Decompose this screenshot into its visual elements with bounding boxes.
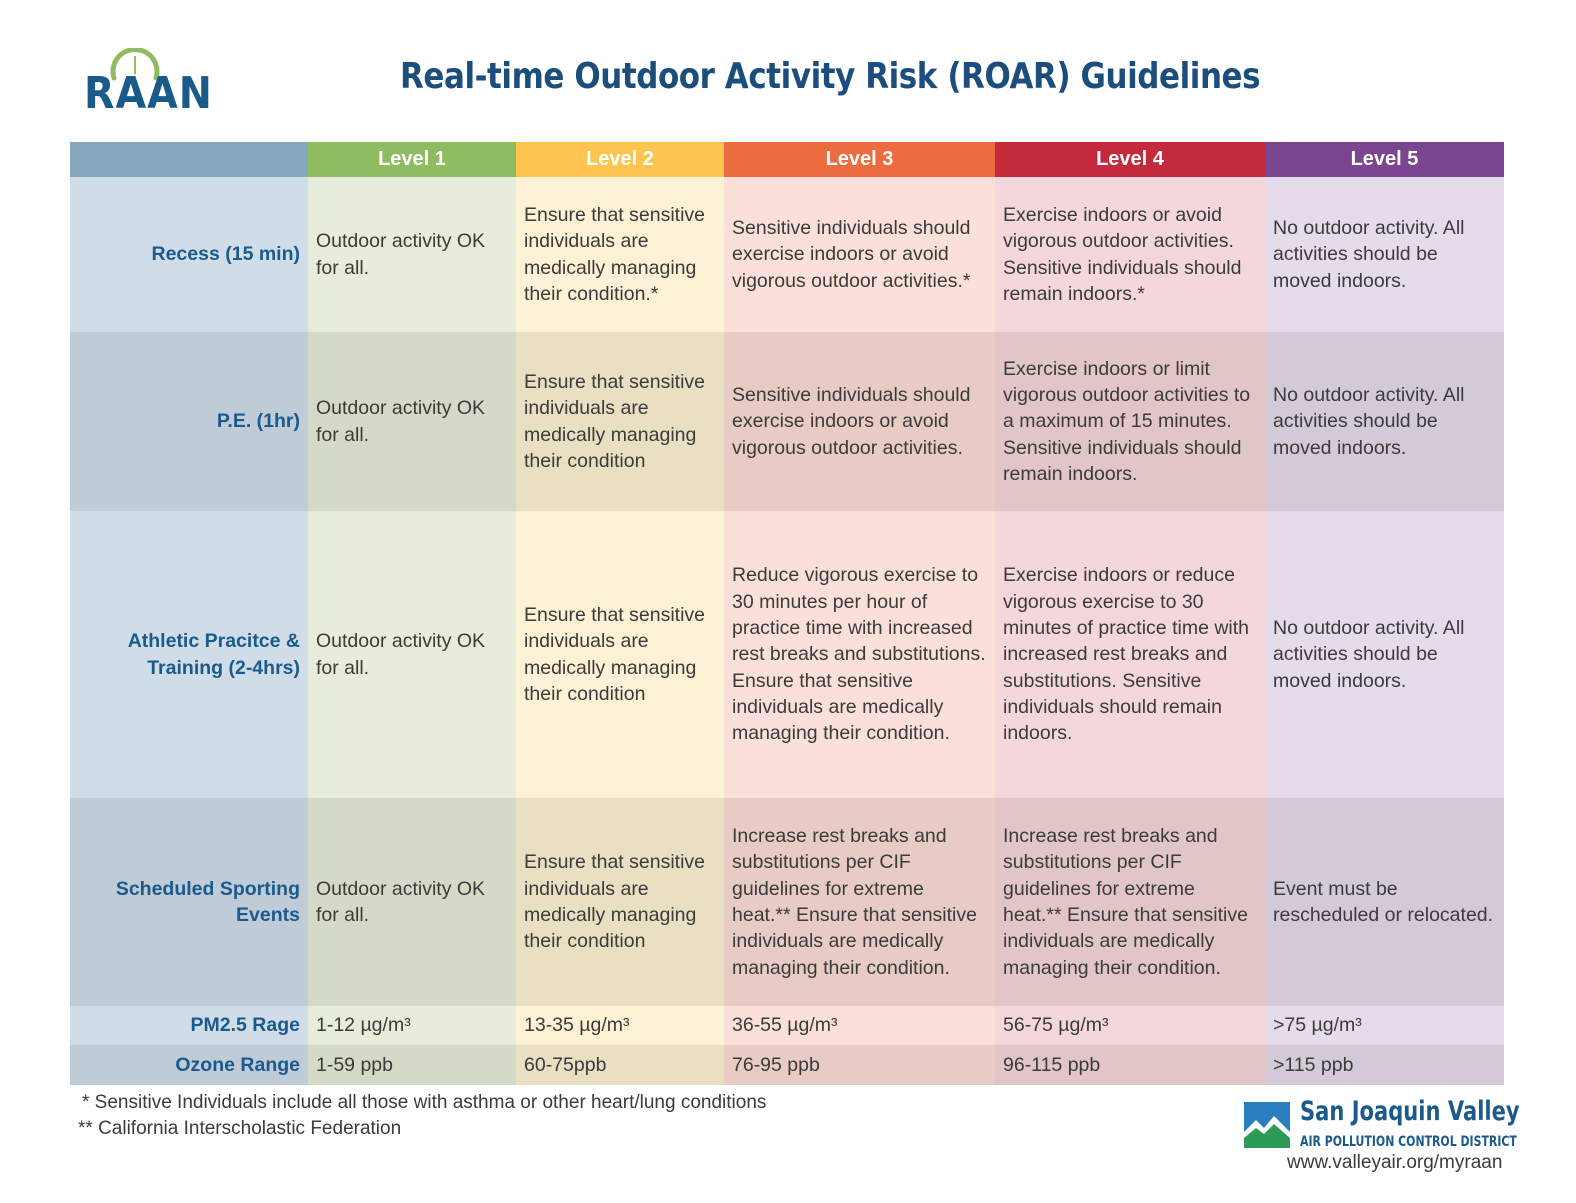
table-cell: Exercise indoors or limit vigorous outdo… xyxy=(995,332,1265,511)
header-corner xyxy=(70,142,308,177)
row-label-athletic-practice: Athletic Pracitce & Training (2-4hrs) xyxy=(70,511,308,798)
level-5-header: Level 5 xyxy=(1265,142,1504,177)
table-cell: >115 ppb xyxy=(1265,1045,1504,1085)
footnotes: * Sensitive Individuals include all thos… xyxy=(78,1090,766,1142)
table-cell: Outdoor activity OK for all. xyxy=(308,177,516,332)
level-1-header: Level 1 xyxy=(308,142,516,177)
mountain-logo-icon xyxy=(1244,1102,1290,1148)
table-cell: Ensure that sensitive individuals are me… xyxy=(516,177,724,332)
table-cell: Outdoor activity OK for all. xyxy=(308,332,516,511)
table-cell: Reduce vigorous exercise to 30 minutes p… xyxy=(724,511,995,798)
row-label-pe: P.E. (1hr) xyxy=(70,332,308,511)
clock-ring-icon xyxy=(110,48,160,81)
footnote-sensitive: * Sensitive Individuals include all thos… xyxy=(82,1092,767,1113)
table-cell: Increase rest breaks and substitutions p… xyxy=(724,798,995,1006)
row-label-recess: Recess (15 min) xyxy=(70,177,308,332)
table-cell: Ensure that sensitive individuals are me… xyxy=(516,511,724,798)
sjv-subtitle: AIR POLLUTION CONTROL DISTRICT xyxy=(1300,1134,1517,1150)
footnote-cif: ** California Interscholastic Federation xyxy=(78,1118,402,1139)
table-cell: 13-35 µg/m³ xyxy=(516,1006,724,1045)
table-cell: No outdoor activity. All activities shou… xyxy=(1265,511,1504,798)
roar-guidelines-table: Level 1 Level 2 Level 3 Level 4 Level 5 … xyxy=(70,142,1504,1085)
table-cell: Exercise indoors or reduce vigorous exer… xyxy=(995,511,1265,798)
page-title: Real-time Outdoor Activity Risk (ROAR) G… xyxy=(400,56,1261,97)
raan-logo: RAAN xyxy=(84,48,212,122)
table-cell: Outdoor activity OK for all. xyxy=(308,511,516,798)
table-cell: 76-95 ppb xyxy=(724,1045,995,1085)
logo-text: RAAN xyxy=(84,68,213,119)
table-cell: Sensitive individuals should exercise in… xyxy=(724,332,995,511)
table-cell: >75 µg/m³ xyxy=(1265,1006,1504,1045)
row-label-ozone: Ozone Range xyxy=(70,1045,308,1085)
table-cell: Exercise indoors or avoid vigorous outdo… xyxy=(995,177,1265,332)
table-cell: No outdoor activity. All activities shou… xyxy=(1265,332,1504,511)
table-cell: Ensure that sensitive individuals are me… xyxy=(516,332,724,511)
table-cell: Event must be rescheduled or relocated. xyxy=(1265,798,1504,1006)
table-cell: 56-75 µg/m³ xyxy=(995,1006,1265,1045)
level-2-header: Level 2 xyxy=(516,142,724,177)
table-cell: 1-59 ppb xyxy=(308,1045,516,1085)
table-cell: 96-115 ppb xyxy=(995,1045,1265,1085)
level-4-header: Level 4 xyxy=(995,142,1265,177)
table-cell: 36-55 µg/m³ xyxy=(724,1006,995,1045)
table-cell: Sensitive individuals should exercise in… xyxy=(724,177,995,332)
table-cell: 60-75ppb xyxy=(516,1045,724,1085)
level-3-header: Level 3 xyxy=(724,142,995,177)
table-cell: Outdoor activity OK for all. xyxy=(308,798,516,1006)
sjv-name: San Joaquin Valley xyxy=(1300,1096,1520,1127)
table-cell: Increase rest breaks and substitutions p… xyxy=(995,798,1265,1006)
sjv-logo: San Joaquin Valley AIR POLLUTION CONTROL… xyxy=(1244,1096,1520,1180)
table-cell: 1-12 µg/m³ xyxy=(308,1006,516,1045)
table-cell: No outdoor activity. All activities shou… xyxy=(1265,177,1504,332)
table-cell: Ensure that sensitive individuals are me… xyxy=(516,798,724,1006)
row-label-pm25: PM2.5 Rage xyxy=(70,1006,308,1045)
row-label-sporting-events: Scheduled Sporting Events xyxy=(70,798,308,1006)
sjv-url: www.valleyair.org/myraan xyxy=(1287,1152,1503,1173)
